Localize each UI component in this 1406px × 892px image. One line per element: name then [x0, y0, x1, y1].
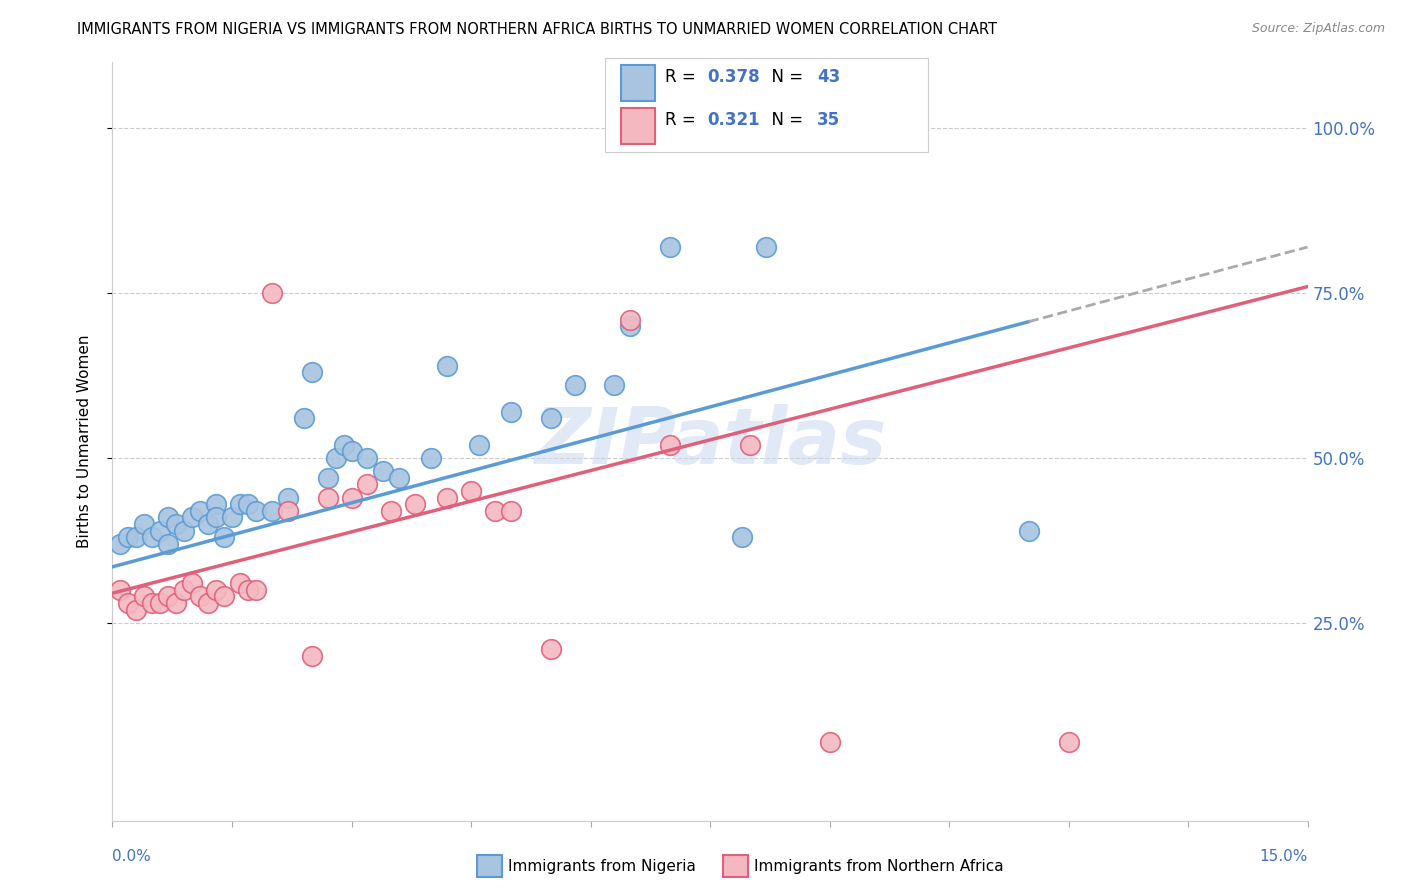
- Text: N =: N =: [761, 111, 808, 128]
- Point: [460, 483, 482, 498]
- Text: ZIPatlas: ZIPatlas: [534, 403, 886, 480]
- Point: [110, 582, 132, 597]
- Point: [1057, 734, 1080, 748]
- Point: [245, 504, 267, 518]
- Point: [141, 530, 163, 544]
- Point: [149, 596, 172, 610]
- Point: [373, 464, 395, 478]
- Point: [316, 491, 339, 505]
- Text: 0.321: 0.321: [707, 111, 759, 128]
- Point: [436, 491, 458, 505]
- Point: [738, 438, 761, 452]
- Point: [212, 590, 235, 604]
- Point: [301, 365, 323, 379]
- Y-axis label: Births to Unmarried Women: Births to Unmarried Women: [77, 334, 91, 549]
- Point: [1018, 524, 1040, 538]
- Point: [205, 582, 228, 597]
- Point: [499, 405, 522, 419]
- Point: [468, 438, 491, 452]
- Point: [484, 504, 506, 518]
- Point: [229, 497, 252, 511]
- Point: [157, 510, 180, 524]
- Text: Immigrants from Northern Africa: Immigrants from Northern Africa: [754, 860, 1004, 874]
- Point: [332, 438, 354, 452]
- Point: [564, 378, 586, 392]
- Point: [134, 590, 156, 604]
- Point: [165, 596, 187, 610]
- Point: [157, 590, 180, 604]
- Text: R =: R =: [665, 111, 702, 128]
- Point: [619, 319, 641, 334]
- Point: [356, 477, 378, 491]
- Point: [134, 516, 156, 531]
- Point: [110, 537, 132, 551]
- Point: [340, 444, 363, 458]
- Point: [603, 378, 626, 392]
- Point: [404, 497, 426, 511]
- Point: [659, 240, 682, 254]
- Point: [173, 524, 195, 538]
- Point: [659, 438, 682, 452]
- Point: [436, 359, 458, 373]
- Point: [117, 530, 139, 544]
- Point: [188, 590, 211, 604]
- Point: [236, 497, 259, 511]
- Point: [325, 450, 347, 465]
- Point: [181, 510, 204, 524]
- Point: [149, 524, 172, 538]
- Point: [229, 576, 252, 591]
- Point: [221, 510, 243, 524]
- Point: [141, 596, 163, 610]
- Point: [540, 411, 562, 425]
- Point: [125, 530, 148, 544]
- Point: [340, 491, 363, 505]
- Point: [157, 537, 180, 551]
- Point: [197, 516, 219, 531]
- Point: [301, 648, 323, 663]
- Point: [731, 530, 754, 544]
- Point: [755, 240, 778, 254]
- Text: 0.0%: 0.0%: [112, 849, 152, 863]
- Point: [420, 450, 443, 465]
- Point: [316, 471, 339, 485]
- Point: [205, 497, 228, 511]
- Text: 43: 43: [817, 69, 841, 87]
- Text: Source: ZipAtlas.com: Source: ZipAtlas.com: [1251, 22, 1385, 36]
- Point: [260, 504, 283, 518]
- Point: [197, 596, 219, 610]
- Point: [173, 582, 195, 597]
- Point: [205, 510, 228, 524]
- Point: [356, 450, 378, 465]
- Point: [818, 734, 841, 748]
- Text: 0.378: 0.378: [707, 69, 759, 87]
- Point: [499, 504, 522, 518]
- Point: [245, 582, 267, 597]
- Text: 15.0%: 15.0%: [1260, 849, 1308, 863]
- Point: [540, 642, 562, 657]
- Point: [165, 516, 187, 531]
- Point: [117, 596, 139, 610]
- Text: IMMIGRANTS FROM NIGERIA VS IMMIGRANTS FROM NORTHERN AFRICA BIRTHS TO UNMARRIED W: IMMIGRANTS FROM NIGERIA VS IMMIGRANTS FR…: [77, 22, 997, 37]
- Point: [388, 471, 411, 485]
- Point: [236, 582, 259, 597]
- Point: [125, 602, 148, 616]
- Text: R =: R =: [665, 69, 702, 87]
- Point: [292, 411, 315, 425]
- Point: [380, 504, 402, 518]
- Point: [277, 504, 299, 518]
- Point: [260, 286, 283, 301]
- Point: [188, 504, 211, 518]
- Point: [277, 491, 299, 505]
- Text: 35: 35: [817, 111, 839, 128]
- Point: [181, 576, 204, 591]
- Point: [619, 312, 641, 326]
- Text: N =: N =: [761, 69, 808, 87]
- Text: Immigrants from Nigeria: Immigrants from Nigeria: [508, 860, 696, 874]
- Point: [212, 530, 235, 544]
